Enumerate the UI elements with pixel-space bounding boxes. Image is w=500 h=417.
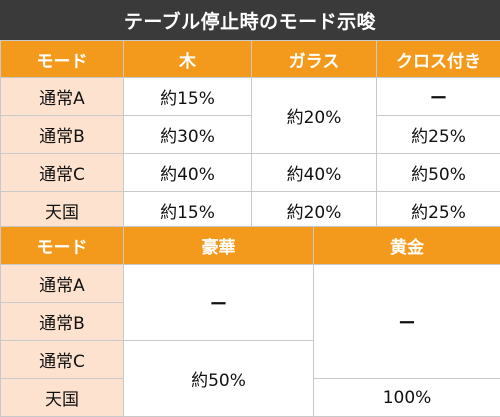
table-header-row: モード 木 ガラス クロス付き	[0, 40, 500, 78]
header-wood: 木	[123, 40, 252, 78]
table-row: 通常A ー ー	[0, 264, 500, 379]
cell-wood: 約15%	[123, 191, 252, 230]
table-row: 通常A 約15% 約20% ー	[0, 77, 500, 154]
cell-cross: 約25%	[376, 191, 500, 230]
cell-cross: ー	[376, 77, 500, 116]
header-mode: モード	[0, 226, 124, 265]
table-header-row: モード 豪華 黄金	[0, 226, 500, 265]
table-row: 天国 100%	[0, 378, 500, 417]
header-gold: 黄金	[313, 226, 500, 265]
header-glass: ガラス	[251, 40, 377, 78]
mode-table-1: モード 木 ガラス クロス付き 通常A 約15% 約20% ー 通常B 約30%…	[0, 40, 500, 230]
cell-gold-abc: ー	[313, 264, 500, 379]
header-luxury: 豪華	[123, 226, 314, 265]
row-label: 天国	[0, 378, 124, 417]
cell-cross: 約50%	[376, 153, 500, 192]
table-row: 天国 約15% 約20% 約25%	[0, 191, 500, 230]
cell-glass-merged: 約20%	[251, 77, 377, 154]
row-label: 通常B	[0, 302, 124, 341]
row-label: 通常B	[0, 115, 124, 154]
cell-luxury-c-heaven: 約50%	[123, 340, 314, 417]
row-label: 通常C	[0, 153, 124, 192]
row-label: 通常C	[0, 340, 124, 379]
cell-luxury-ab: ー	[123, 264, 314, 341]
table-row: 通常C 約40% 約40% 約50%	[0, 153, 500, 192]
cell-glass: 約20%	[251, 191, 377, 230]
cell-gold-heaven: 100%	[313, 378, 500, 417]
cell-wood: 約30%	[123, 115, 252, 154]
cell-cross: 約25%	[376, 115, 500, 154]
row-label: 通常A	[0, 264, 124, 303]
row-label: 天国	[0, 191, 124, 230]
mode-table-2: モード 豪華 黄金 通常A ー ー 通常B 通常C 約50% 天国 100%	[0, 226, 500, 417]
page-title: テーブル停止時のモード示唆	[0, 0, 500, 40]
table-row: 通常C 約50%	[0, 340, 500, 417]
cell-wood: 約15%	[123, 77, 252, 116]
cell-wood: 約40%	[123, 153, 252, 192]
table-row: 通常B 約30% 約25%	[0, 115, 500, 154]
table-row: 通常B	[0, 302, 500, 341]
cell-glass: 約40%	[251, 153, 377, 192]
header-mode: モード	[0, 40, 124, 78]
header-cross: クロス付き	[376, 40, 500, 78]
row-label: 通常A	[0, 77, 124, 116]
